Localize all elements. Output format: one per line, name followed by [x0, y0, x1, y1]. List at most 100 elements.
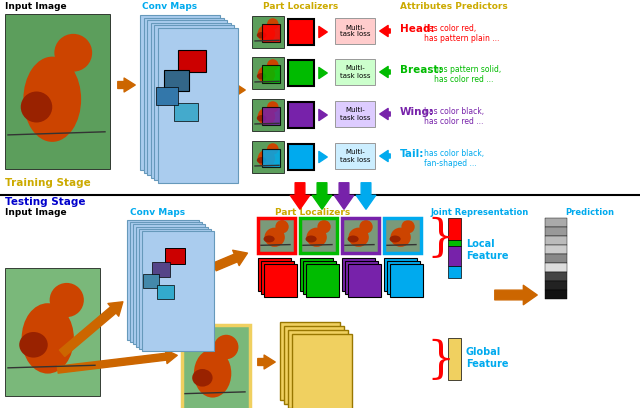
- Text: has color red,: has color red,: [424, 24, 476, 33]
- Ellipse shape: [264, 235, 275, 242]
- Text: }: }: [426, 216, 454, 259]
- FancyArrowPatch shape: [231, 84, 245, 96]
- Text: has color red ...: has color red ...: [424, 117, 483, 126]
- Bar: [300, 218, 337, 253]
- Bar: [384, 218, 421, 253]
- Bar: [345, 261, 378, 294]
- Bar: [292, 334, 352, 408]
- Bar: [252, 141, 284, 173]
- Bar: [545, 236, 567, 245]
- Bar: [147, 20, 227, 175]
- Bar: [448, 266, 461, 278]
- FancyArrowPatch shape: [380, 151, 390, 162]
- Bar: [156, 87, 178, 105]
- FancyArrowPatch shape: [495, 285, 537, 305]
- Text: Global
Feature: Global Feature: [466, 347, 509, 369]
- FancyArrowPatch shape: [312, 183, 332, 209]
- Bar: [136, 226, 208, 347]
- Text: Training Stage: Training Stage: [5, 178, 91, 188]
- Text: Prediction: Prediction: [565, 208, 614, 217]
- Bar: [342, 258, 375, 291]
- Text: Breast:: Breast:: [400, 65, 443, 75]
- Text: Multi-
task loss: Multi- task loss: [340, 24, 371, 38]
- Text: Local
Feature: Local Feature: [466, 239, 509, 261]
- Text: Multi-
task loss: Multi- task loss: [340, 66, 371, 78]
- Bar: [390, 264, 423, 297]
- Bar: [130, 222, 202, 342]
- Bar: [280, 322, 340, 400]
- Ellipse shape: [20, 91, 52, 122]
- Bar: [448, 240, 461, 246]
- Bar: [5, 268, 100, 396]
- FancyArrowPatch shape: [213, 250, 248, 271]
- Bar: [288, 19, 314, 45]
- Circle shape: [401, 220, 415, 233]
- Bar: [143, 274, 159, 288]
- FancyArrowPatch shape: [319, 109, 327, 120]
- FancyArrowPatch shape: [319, 27, 327, 38]
- Bar: [448, 218, 461, 240]
- Bar: [152, 262, 170, 277]
- Bar: [182, 325, 250, 408]
- Circle shape: [317, 220, 331, 233]
- Bar: [258, 258, 291, 291]
- Bar: [165, 248, 185, 264]
- Bar: [174, 103, 198, 121]
- Bar: [545, 281, 567, 290]
- Circle shape: [267, 143, 278, 155]
- Text: has pattern solid,: has pattern solid,: [434, 65, 501, 74]
- Bar: [157, 27, 237, 182]
- Circle shape: [54, 34, 92, 72]
- Bar: [545, 218, 567, 227]
- Text: }: }: [426, 338, 454, 381]
- Text: Multi-
task loss: Multi- task loss: [340, 107, 371, 120]
- Text: has color red ...: has color red ...: [434, 75, 493, 84]
- Ellipse shape: [19, 332, 48, 357]
- Bar: [300, 258, 333, 291]
- Bar: [342, 218, 379, 253]
- Bar: [288, 144, 314, 170]
- Bar: [335, 143, 375, 169]
- Text: Attributes Predictors: Attributes Predictors: [400, 2, 508, 11]
- Bar: [335, 59, 375, 85]
- Circle shape: [214, 335, 239, 359]
- Bar: [262, 107, 280, 125]
- FancyArrowPatch shape: [258, 355, 275, 369]
- FancyArrowPatch shape: [334, 183, 354, 209]
- Circle shape: [275, 220, 289, 233]
- Bar: [178, 50, 206, 72]
- FancyArrowPatch shape: [319, 67, 327, 79]
- Bar: [154, 25, 234, 180]
- Bar: [348, 264, 381, 297]
- Text: Multi-
task loss: Multi- task loss: [340, 149, 371, 162]
- Ellipse shape: [348, 235, 358, 242]
- Ellipse shape: [307, 228, 327, 247]
- Ellipse shape: [390, 228, 411, 247]
- Ellipse shape: [24, 57, 81, 142]
- Bar: [384, 258, 417, 291]
- Ellipse shape: [257, 157, 266, 163]
- Bar: [545, 254, 567, 263]
- Bar: [288, 60, 314, 86]
- Circle shape: [267, 59, 278, 71]
- Bar: [284, 326, 344, 404]
- Ellipse shape: [257, 108, 275, 125]
- Text: Testing Stage: Testing Stage: [5, 197, 86, 207]
- Ellipse shape: [257, 66, 275, 83]
- FancyArrowPatch shape: [380, 109, 390, 120]
- Bar: [164, 70, 189, 91]
- FancyArrowPatch shape: [60, 302, 123, 356]
- Text: has pattern plain ...: has pattern plain ...: [424, 34, 499, 43]
- Bar: [545, 290, 567, 299]
- Bar: [335, 18, 375, 44]
- Ellipse shape: [257, 25, 275, 42]
- Circle shape: [360, 220, 372, 233]
- Bar: [306, 264, 339, 297]
- Bar: [300, 218, 337, 253]
- Bar: [142, 231, 214, 351]
- Ellipse shape: [264, 228, 285, 247]
- Bar: [288, 330, 348, 408]
- Text: Conv Maps: Conv Maps: [142, 2, 197, 11]
- Bar: [545, 227, 567, 236]
- Bar: [545, 263, 567, 272]
